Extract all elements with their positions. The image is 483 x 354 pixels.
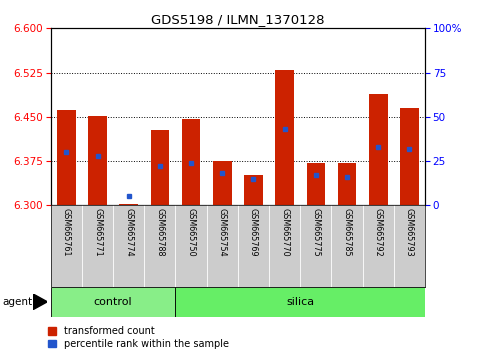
- Text: GSM665788: GSM665788: [156, 208, 164, 256]
- Bar: [175, 287, 425, 317]
- Text: silica: silica: [286, 297, 314, 307]
- Bar: [338, 163, 356, 205]
- Text: GSM665769: GSM665769: [249, 208, 258, 256]
- Text: control: control: [94, 297, 132, 307]
- Text: GSM665770: GSM665770: [280, 208, 289, 256]
- Bar: [119, 204, 138, 205]
- Title: GDS5198 / ILMN_1370128: GDS5198 / ILMN_1370128: [151, 13, 325, 26]
- Bar: [151, 130, 169, 205]
- Bar: [51, 287, 175, 317]
- Bar: [244, 175, 263, 205]
- Text: agent: agent: [2, 297, 32, 307]
- Text: GSM665761: GSM665761: [62, 208, 71, 256]
- Text: GSM665774: GSM665774: [124, 208, 133, 256]
- Text: GSM665792: GSM665792: [374, 208, 383, 257]
- Bar: [369, 95, 388, 205]
- Bar: [400, 108, 419, 205]
- Bar: [57, 110, 76, 205]
- Text: GSM665750: GSM665750: [186, 208, 196, 256]
- Text: GSM665785: GSM665785: [342, 208, 352, 256]
- Bar: [307, 163, 325, 205]
- Text: GSM665793: GSM665793: [405, 208, 414, 256]
- Bar: [182, 119, 200, 205]
- Legend: transformed count, percentile rank within the sample: transformed count, percentile rank withi…: [48, 326, 229, 349]
- Bar: [88, 116, 107, 205]
- Text: GSM665775: GSM665775: [312, 208, 320, 257]
- Bar: [275, 70, 294, 205]
- Polygon shape: [33, 294, 47, 310]
- Bar: [213, 161, 232, 205]
- Text: GSM665754: GSM665754: [218, 208, 227, 256]
- Text: GSM665771: GSM665771: [93, 208, 102, 256]
